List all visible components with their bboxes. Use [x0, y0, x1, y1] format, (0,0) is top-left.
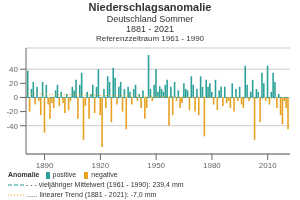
svg-text:1980: 1980 [203, 161, 221, 168]
svg-text:0: 0 [14, 93, 19, 102]
html-text:Referenzzeitraum 1961 - 1990: Referenzzeitraum 1961 - 1990 [96, 34, 204, 43]
svg-text:1920: 1920 [91, 161, 109, 168]
svg-text:-40: -40 [8, 122, 19, 131]
svg-text:-20: -20 [8, 107, 19, 116]
html-text:Deutschland Sommer: Deutschland Sommer [106, 14, 194, 24]
svg-text:2010: 2010 [259, 161, 277, 168]
html-text:1881 - 2021: 1881 - 2021 [126, 24, 174, 34]
svg-text:1950: 1950 [147, 161, 165, 168]
html-text:Niederschlagsanomalie: Niederschlagsanomalie [88, 1, 212, 13]
html-text:...... linearer Trend (1881 -: ...... linearer Trend (1881 - 2021): -7,… [26, 191, 157, 198]
svg-text:40: 40 [9, 65, 18, 74]
html-text:- - - vieljähriger Mittelwert: - - - vieljähriger Mittelwert (1961 - 19… [26, 181, 184, 188]
svg-text:1890: 1890 [36, 161, 54, 168]
html-text:Anomalie: Anomalie [8, 171, 40, 178]
html-text:negative: negative [91, 171, 118, 178]
html-text:positive: positive [52, 171, 77, 178]
svg-text:20: 20 [9, 79, 18, 88]
